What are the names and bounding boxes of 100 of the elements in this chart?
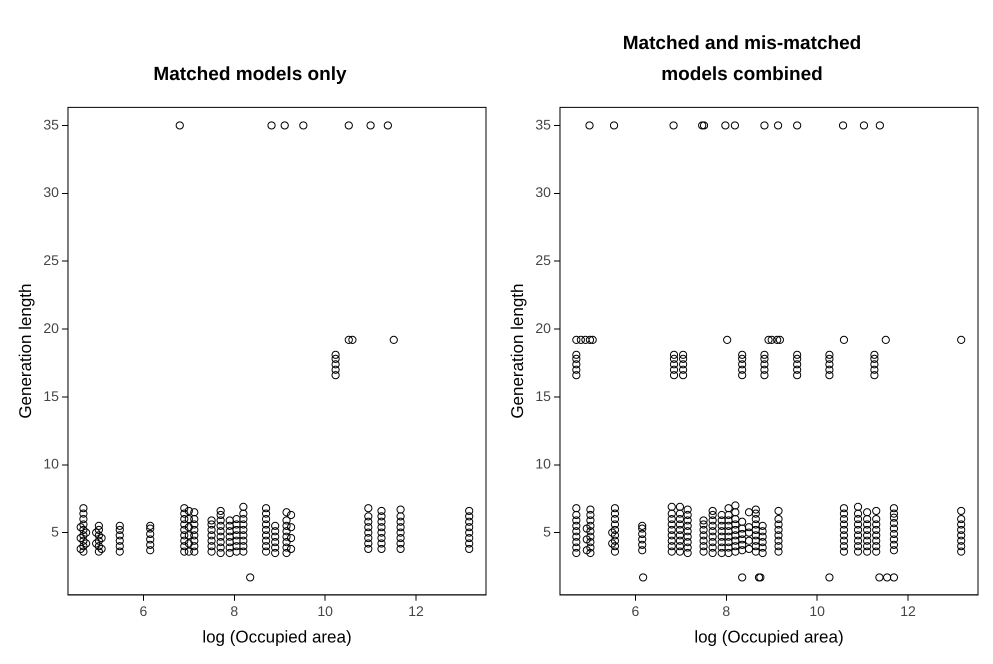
- point: [724, 522, 733, 530]
- point: [396, 528, 405, 537]
- point: [872, 542, 880, 550]
- point: [116, 526, 124, 534]
- point: [669, 121, 678, 130]
- point: [146, 530, 154, 538]
- point: [699, 531, 708, 540]
- point: [890, 514, 898, 522]
- point: [668, 520, 676, 529]
- point: [854, 531, 862, 540]
- point: [863, 542, 872, 550]
- point: [610, 121, 618, 130]
- point: [638, 530, 646, 538]
- point: [793, 121, 802, 130]
- point: [364, 523, 372, 532]
- point: [738, 360, 746, 368]
- point: [744, 544, 754, 554]
- point: [723, 336, 732, 344]
- point: [116, 522, 124, 530]
- point: [872, 514, 880, 524]
- point: [684, 510, 692, 520]
- point: [94, 522, 103, 530]
- point: [271, 538, 280, 546]
- point: [348, 336, 357, 344]
- point: [718, 548, 726, 558]
- point: [572, 360, 580, 368]
- point: [239, 514, 248, 524]
- point: [670, 371, 678, 380]
- point: [586, 510, 595, 520]
- point: [239, 520, 248, 529]
- point: [286, 523, 296, 532]
- point: [146, 535, 154, 544]
- point: [676, 502, 684, 511]
- point: [670, 350, 678, 359]
- point: [79, 504, 88, 512]
- point: [679, 354, 688, 364]
- point: [94, 526, 103, 534]
- point: [860, 121, 868, 130]
- point: [94, 542, 103, 550]
- point: [793, 354, 802, 364]
- point: [239, 542, 248, 550]
- point: [684, 532, 692, 541]
- point: [226, 522, 234, 530]
- point: [724, 527, 733, 536]
- point: [384, 121, 392, 130]
- point: [870, 354, 878, 364]
- point: [396, 523, 405, 532]
- point: [738, 518, 746, 526]
- point: [332, 371, 340, 380]
- point: [718, 516, 726, 525]
- point: [774, 506, 783, 516]
- point: [262, 548, 270, 556]
- point: [639, 573, 648, 582]
- point: [708, 543, 717, 552]
- point: [588, 336, 597, 344]
- point: [758, 522, 767, 530]
- point: [344, 336, 353, 344]
- point: [586, 548, 595, 558]
- point: [684, 548, 692, 558]
- point: [825, 371, 834, 380]
- point: [262, 510, 270, 518]
- point: [282, 543, 291, 552]
- point: [610, 520, 620, 529]
- point: [699, 548, 708, 556]
- point: [207, 520, 216, 529]
- point: [282, 522, 291, 530]
- point: [364, 518, 372, 526]
- point: [146, 522, 154, 530]
- point: [840, 520, 848, 529]
- point: [854, 526, 862, 534]
- point: [610, 548, 620, 556]
- point: [670, 360, 678, 368]
- point: [180, 548, 188, 556]
- point: [608, 539, 616, 548]
- point: [668, 526, 676, 534]
- point: [190, 548, 198, 556]
- point: [863, 531, 872, 540]
- point: [684, 516, 692, 525]
- point: [390, 336, 398, 344]
- point: [190, 526, 198, 534]
- point: [226, 548, 234, 558]
- y-tick-label: 20: [43, 320, 60, 336]
- point: [793, 350, 802, 359]
- point: [840, 510, 848, 518]
- point: [572, 522, 580, 530]
- point: [572, 548, 580, 558]
- point: [364, 534, 372, 542]
- point: [82, 539, 90, 548]
- point: [586, 516, 595, 525]
- y-tick-label: 30: [43, 184, 60, 200]
- point: [679, 360, 688, 368]
- point: [699, 542, 708, 550]
- point: [79, 536, 88, 545]
- y-tick-label: 20: [535, 320, 552, 336]
- point: [239, 531, 248, 540]
- point: [738, 366, 746, 374]
- point: [758, 532, 767, 541]
- point: [396, 512, 405, 520]
- point: [854, 502, 862, 511]
- point: [184, 548, 193, 556]
